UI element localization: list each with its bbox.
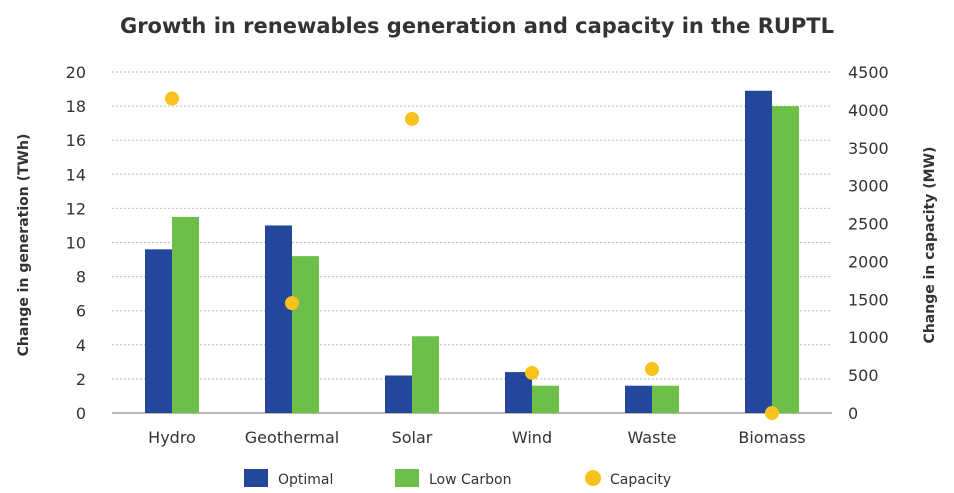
capacity-point	[165, 91, 179, 106]
y-tick-label: 6	[76, 302, 86, 321]
bar-optimal	[385, 375, 412, 413]
y-axis-title: Change in generation (TWh)	[16, 134, 32, 357]
bar-low-carbon	[532, 385, 559, 413]
y-tick-label: 14	[66, 165, 86, 184]
capacity-point	[765, 406, 779, 420]
category-label: Biomass	[738, 428, 805, 447]
y-tick-label: 2	[76, 370, 86, 389]
y-tick-label: 0	[76, 404, 86, 423]
y2-tick-label: 500	[848, 366, 879, 385]
bar-optimal	[265, 225, 292, 413]
legend: Optimal Low Carbon Capacity	[244, 469, 671, 488]
legend-label: Capacity	[610, 472, 671, 488]
y2-tick-label: 4500	[848, 63, 889, 82]
bar-optimal	[625, 385, 652, 413]
bar-low-carbon	[292, 256, 319, 413]
category-label: Hydro	[148, 428, 196, 447]
y2-tick-label: 0	[848, 404, 858, 423]
capacity-point	[405, 111, 419, 126]
bar-low-carbon	[772, 106, 799, 413]
tick-labels: 0 2 4 6 8 10 12 14 16 18 20 0 500 1000 1500 2000 2500 300…	[66, 63, 889, 423]
bar-low-carbon	[172, 216, 199, 413]
y2-tick-label: 1000	[848, 328, 889, 347]
category-label: Waste	[627, 428, 676, 447]
y-tick-label: 20	[66, 63, 86, 82]
capacity-point	[645, 362, 659, 377]
gridlines	[112, 71, 832, 414]
bar-optimal	[745, 90, 772, 413]
y-tick-label: 12	[66, 199, 86, 218]
y-tick-label: 16	[66, 131, 86, 150]
bar-low-carbon	[412, 336, 439, 413]
y2-axis-title: Change in capacity (MW)	[922, 147, 938, 344]
category-label: Wind	[512, 428, 552, 447]
y2-tick-label: 3000	[848, 177, 889, 196]
bar-optimal	[505, 372, 532, 413]
y-tick-label: 10	[66, 234, 86, 253]
legend-label: Optimal	[278, 472, 333, 488]
y2-tick-label: 2500	[848, 215, 889, 234]
y2-tick-label: 1500	[848, 290, 889, 309]
y2-tick-label: 4000	[848, 101, 889, 120]
legend-swatch	[395, 469, 419, 487]
y-tick-label: 8	[76, 268, 86, 287]
bars	[145, 90, 799, 413]
capacity-points	[165, 91, 779, 420]
y-tick-label: 4	[76, 336, 86, 355]
y2-tick-label: 2000	[848, 252, 889, 271]
legend-label: Low Carbon	[429, 472, 511, 488]
y-tick-label: 18	[66, 97, 86, 116]
legend-swatch	[585, 470, 601, 486]
capacity-point	[525, 365, 539, 380]
category-label: Geothermal	[245, 428, 339, 447]
category-label: Solar	[392, 428, 433, 447]
category-labels: Hydro Geothermal Solar Wind Waste Biomass	[148, 428, 805, 447]
legend-swatch	[244, 469, 268, 487]
bar-low-carbon	[652, 385, 679, 413]
bar-optimal	[145, 249, 172, 413]
capacity-point	[285, 296, 299, 311]
y2-tick-label: 3500	[848, 139, 889, 158]
chart-title: Growth in renewables generation and capa…	[119, 14, 835, 38]
